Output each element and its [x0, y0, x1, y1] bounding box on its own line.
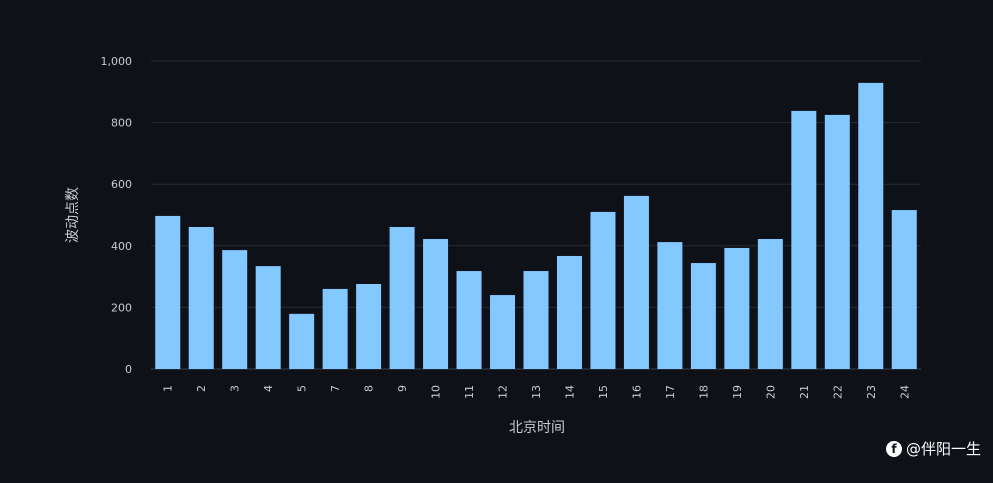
x-tick-label: 10: [430, 385, 443, 399]
bar: [289, 313, 315, 369]
x-axis-title: 北京时间: [509, 420, 565, 436]
bar: [891, 210, 917, 369]
bar: [690, 263, 716, 369]
bar: [155, 215, 181, 369]
bar: [356, 283, 382, 369]
x-tick-label: 17: [664, 385, 677, 399]
bar: [255, 266, 281, 369]
watermark-text: @伴阳一生: [905, 440, 981, 458]
bar: [858, 82, 884, 370]
bar: [389, 227, 415, 369]
x-tick-label: 1: [162, 385, 175, 392]
y-axis-title: 波动点数: [65, 187, 81, 243]
bar: [523, 271, 549, 369]
x-tick-label: 21: [798, 385, 811, 399]
x-tick-label: 7: [329, 385, 342, 392]
bar: [590, 211, 616, 369]
bar: [657, 242, 683, 369]
x-tick-label: 19: [731, 385, 744, 399]
bar: [423, 239, 449, 369]
y-tick-label: 0: [125, 363, 132, 376]
bar: [188, 227, 214, 369]
x-tick-label: 8: [363, 385, 376, 392]
x-tick-label: 12: [497, 385, 510, 399]
bar: [757, 239, 783, 369]
facebook-icon: f: [885, 440, 902, 457]
x-tick-label: 22: [831, 385, 844, 399]
x-tick-label: 18: [697, 385, 710, 399]
x-tick-label: 9: [396, 385, 409, 392]
bar: [556, 255, 582, 369]
x-tick-label: 20: [764, 385, 777, 399]
x-tick-label: 23: [865, 385, 878, 399]
bar: [456, 271, 482, 369]
bar: [791, 110, 817, 370]
x-tick-label: 2: [195, 385, 208, 392]
y-tick-label: 400: [111, 240, 132, 253]
x-tick-label: 16: [630, 385, 643, 399]
bar: [322, 288, 348, 369]
bar: [222, 250, 248, 369]
x-tick-label: 14: [563, 385, 576, 399]
bar: [623, 195, 649, 369]
x-tick-label: 13: [530, 385, 543, 399]
y-tick-label: 600: [111, 178, 132, 191]
y-tick-label: 800: [111, 117, 132, 130]
x-tick-label: 24: [898, 385, 911, 399]
y-tick-label: 1,000: [101, 55, 133, 68]
bar: [724, 247, 750, 369]
x-tick-label: 5: [296, 385, 309, 392]
bar: [824, 114, 850, 370]
x-tick-label: 11: [463, 385, 476, 399]
bar: [490, 295, 516, 369]
x-tick-label: 15: [597, 385, 610, 399]
watermark: f @伴阳一生: [885, 438, 981, 459]
y-tick-label: 200: [111, 301, 132, 314]
x-tick-label: 4: [262, 385, 275, 392]
x-tick-label: 3: [229, 385, 242, 392]
